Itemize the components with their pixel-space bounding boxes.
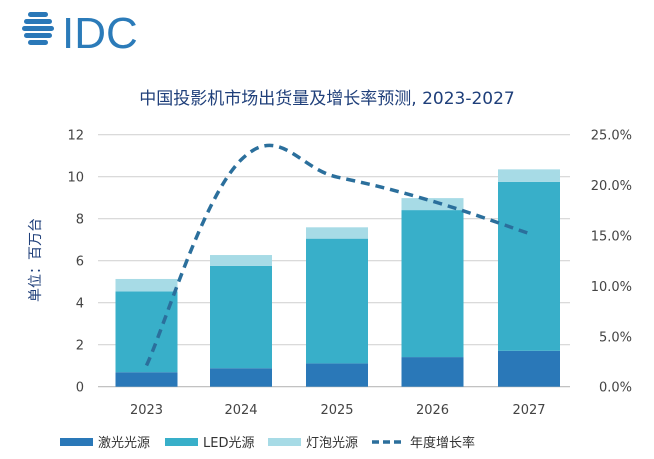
bar-2026-0: [401, 357, 464, 387]
bar-2024-1: [210, 265, 272, 369]
bar-2027-1: [498, 181, 560, 351]
chart-title: 中国投影机市场出货量及增长率预测, 2023-2027: [139, 89, 514, 109]
x-tick-label: 2027: [512, 403, 545, 418]
legend-label: 激光光源: [98, 436, 150, 451]
logo-stripe: [22, 26, 54, 31]
bar-2026-1: [401, 210, 464, 358]
logo-stripe: [28, 12, 48, 17]
bar-2025-1: [306, 238, 368, 364]
y2-tick-label: 25.0%: [591, 129, 632, 144]
bar-2027-0: [498, 350, 560, 387]
bar-2023-0: [115, 372, 178, 387]
x-tick-label: 2026: [416, 403, 449, 418]
y-tick-label: 6: [76, 255, 84, 270]
x-tick-label: 2024: [224, 403, 257, 418]
y-tick-label: 0: [76, 381, 84, 396]
logo-text: IDC: [62, 9, 138, 58]
bar-2023-1: [115, 291, 178, 373]
y2-tick-label: 0.0%: [599, 381, 632, 396]
y2-tick-label: 10.0%: [591, 280, 632, 295]
y-tick-label: 2: [76, 339, 84, 354]
idc-logo: IDC: [22, 9, 138, 58]
y2-tick-label: 5.0%: [599, 330, 632, 345]
y2-tick-label: 15.0%: [591, 230, 632, 245]
bar-2026-2: [401, 198, 464, 211]
bar-2024-0: [210, 368, 272, 387]
bar-2025-0: [306, 363, 368, 387]
legend-swatch-1: [165, 438, 198, 446]
idc-globe-icon: [22, 12, 54, 45]
legend-swatch-2: [268, 438, 301, 446]
y-tick-label: 4: [76, 297, 84, 312]
bar-2025-2: [306, 227, 368, 239]
x-tick-label: 2023: [130, 403, 163, 418]
y-tick-label: 12: [67, 129, 84, 144]
legend-swatch-0: [60, 438, 93, 446]
logo-stripe: [24, 19, 52, 24]
legend-label: 年度增长率: [410, 435, 475, 451]
logo-stripe: [24, 33, 52, 38]
legend-label: 灯泡光源: [306, 436, 358, 451]
y-tick-label: 10: [67, 171, 84, 186]
bar-2023-2: [115, 278, 178, 292]
bar-2027-2: [498, 169, 560, 182]
x-tick-label: 2025: [320, 403, 353, 418]
y2-tick-label: 20.0%: [591, 179, 632, 194]
legend-label: LED光源: [203, 436, 254, 451]
y-axis-label: 单位：百万台: [28, 218, 44, 302]
logo-stripe: [28, 40, 48, 45]
bar-2024-2: [210, 255, 272, 266]
y-tick-label: 8: [76, 213, 84, 228]
